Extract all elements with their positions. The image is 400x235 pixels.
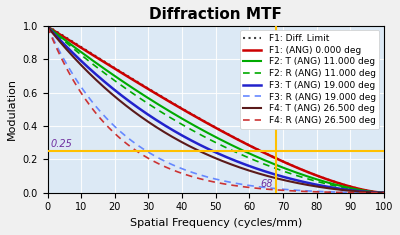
F4: R (ANG) 26.500 deg: (100, 0): R (ANG) 26.500 deg: (100, 0): [382, 191, 386, 194]
F1: (ANG) 0.000 deg: (48.1, 0.41): (ANG) 0.000 deg: (48.1, 0.41): [207, 123, 212, 126]
F2: T (ANG) 11.000 deg: (54.1, 0.292): T (ANG) 11.000 deg: (54.1, 0.292): [227, 143, 232, 145]
F3: T (ANG) 19.000 deg: (59.5, 0.164): T (ANG) 19.000 deg: (59.5, 0.164): [245, 164, 250, 167]
F1: Diff. Limit: (97.6, 0.00446): Diff. Limit: (97.6, 0.00446): [373, 191, 378, 193]
F2: R (ANG) 11.000 deg: (54.1, 0.261): R (ANG) 11.000 deg: (54.1, 0.261): [227, 148, 232, 151]
F2: T (ANG) 11.000 deg: (48.1, 0.354): T (ANG) 11.000 deg: (48.1, 0.354): [207, 132, 212, 135]
F4: R (ANG) 26.500 deg: (48.1, 0.0707): R (ANG) 26.500 deg: (48.1, 0.0707): [207, 180, 212, 182]
F1: Diff. Limit: (59.5, 0.29): Diff. Limit: (59.5, 0.29): [245, 143, 250, 146]
F1: Diff. Limit: (48.1, 0.412): Diff. Limit: (48.1, 0.412): [207, 123, 212, 125]
F2: T (ANG) 11.000 deg: (97.6, 0.00328): T (ANG) 11.000 deg: (97.6, 0.00328): [373, 191, 378, 194]
F1: Diff. Limit: (0, 1): Diff. Limit: (0, 1): [45, 24, 50, 27]
Line: F4: T (ANG) 26.500 deg: F4: T (ANG) 26.500 deg: [48, 27, 384, 193]
F2: T (ANG) 11.000 deg: (0, 0.995): T (ANG) 11.000 deg: (0, 0.995): [45, 25, 50, 28]
F1: (ANG) 0.000 deg: (82, 0.089): (ANG) 0.000 deg: (82, 0.089): [321, 176, 326, 179]
F4: R (ANG) 26.500 deg: (47.5, 0.0734): R (ANG) 26.500 deg: (47.5, 0.0734): [205, 179, 210, 182]
F2: R (ANG) 11.000 deg: (97.6, 0.00267): R (ANG) 11.000 deg: (97.6, 0.00267): [373, 191, 378, 194]
F2: R (ANG) 11.000 deg: (100, 0): R (ANG) 11.000 deg: (100, 0): [382, 191, 386, 194]
Line: F1: Diff. Limit: F1: Diff. Limit: [48, 26, 384, 193]
F3: T (ANG) 19.000 deg: (97.6, 0.00175): T (ANG) 19.000 deg: (97.6, 0.00175): [373, 191, 378, 194]
Line: F2: R (ANG) 11.000 deg: F2: R (ANG) 11.000 deg: [48, 27, 384, 193]
F1: (ANG) 0.000 deg: (59.5, 0.288): (ANG) 0.000 deg: (59.5, 0.288): [245, 143, 250, 146]
F2: R (ANG) 11.000 deg: (0, 0.995): R (ANG) 11.000 deg: (0, 0.995): [45, 25, 50, 28]
F4: T (ANG) 26.500 deg: (59.5, 0.136): T (ANG) 26.500 deg: (59.5, 0.136): [245, 169, 250, 172]
F3: T (ANG) 19.000 deg: (54.1, 0.206): T (ANG) 19.000 deg: (54.1, 0.206): [227, 157, 232, 160]
X-axis label: Spatial Frequency (cycles/mm): Spatial Frequency (cycles/mm): [130, 218, 302, 228]
F4: R (ANG) 26.500 deg: (82, 0.00452): R (ANG) 26.500 deg: (82, 0.00452): [321, 191, 326, 193]
Line: F3: R (ANG) 19.000 deg: F3: R (ANG) 19.000 deg: [48, 27, 384, 193]
F3: R (ANG) 19.000 deg: (54.1, 0.0638): R (ANG) 19.000 deg: (54.1, 0.0638): [227, 181, 232, 184]
F1: Diff. Limit: (100, 0): Diff. Limit: (100, 0): [382, 191, 386, 194]
F3: R (ANG) 19.000 deg: (48.1, 0.0915): R (ANG) 19.000 deg: (48.1, 0.0915): [207, 176, 212, 179]
F3: R (ANG) 19.000 deg: (100, 0): R (ANG) 19.000 deg: (100, 0): [382, 191, 386, 194]
F2: R (ANG) 11.000 deg: (48.1, 0.32): R (ANG) 11.000 deg: (48.1, 0.32): [207, 138, 212, 141]
F2: T (ANG) 11.000 deg: (59.5, 0.24): T (ANG) 11.000 deg: (59.5, 0.24): [245, 151, 250, 154]
F4: R (ANG) 26.500 deg: (97.6, 0.000129): R (ANG) 26.500 deg: (97.6, 0.000129): [373, 191, 378, 194]
F4: T (ANG) 26.500 deg: (82, 0.0316): T (ANG) 26.500 deg: (82, 0.0316): [321, 186, 326, 189]
F1: Diff. Limit: (47.5, 0.419): Diff. Limit: (47.5, 0.419): [205, 121, 210, 124]
F1: Diff. Limit: (82, 0.0894): Diff. Limit: (82, 0.0894): [321, 176, 326, 179]
F3: T (ANG) 19.000 deg: (47.5, 0.265): T (ANG) 19.000 deg: (47.5, 0.265): [205, 147, 210, 150]
F4: T (ANG) 26.500 deg: (100, 0): T (ANG) 26.500 deg: (100, 0): [382, 191, 386, 194]
F4: R (ANG) 26.500 deg: (54.1, 0.0478): R (ANG) 26.500 deg: (54.1, 0.0478): [227, 183, 232, 186]
F1: Diff. Limit: (54.1, 0.346): Diff. Limit: (54.1, 0.346): [227, 133, 232, 136]
Title: Diffraction MTF: Diffraction MTF: [149, 7, 282, 22]
F3: T (ANG) 19.000 deg: (82, 0.0408): T (ANG) 19.000 deg: (82, 0.0408): [321, 184, 326, 187]
F4: R (ANG) 26.500 deg: (0, 0.995): R (ANG) 26.500 deg: (0, 0.995): [45, 25, 50, 28]
Text: 0.25: 0.25: [51, 139, 73, 149]
F3: R (ANG) 19.000 deg: (97.6, 0.000214): R (ANG) 19.000 deg: (97.6, 0.000214): [373, 191, 378, 194]
F2: R (ANG) 11.000 deg: (47.5, 0.327): R (ANG) 11.000 deg: (47.5, 0.327): [205, 137, 210, 140]
F1: (ANG) 0.000 deg: (100, 0): (ANG) 0.000 deg: (100, 0): [382, 191, 386, 194]
F2: R (ANG) 11.000 deg: (82, 0.0582): R (ANG) 11.000 deg: (82, 0.0582): [321, 182, 326, 184]
F2: T (ANG) 11.000 deg: (100, 0): T (ANG) 11.000 deg: (100, 0): [382, 191, 386, 194]
Text: 68: 68: [260, 180, 273, 189]
Y-axis label: Modulation: Modulation: [7, 78, 17, 140]
Legend: F1: Diff. Limit, F1: (ANG) 0.000 deg, F2: T (ANG) 11.000 deg, F2: R (ANG) 11.000: F1: Diff. Limit, F1: (ANG) 0.000 deg, F2…: [240, 30, 379, 129]
F2: T (ANG) 11.000 deg: (47.5, 0.36): T (ANG) 11.000 deg: (47.5, 0.36): [205, 131, 210, 134]
F3: R (ANG) 19.000 deg: (59.5, 0.0451): R (ANG) 19.000 deg: (59.5, 0.0451): [245, 184, 250, 187]
F1: (ANG) 0.000 deg: (97.6, 0.00444): (ANG) 0.000 deg: (97.6, 0.00444): [373, 191, 378, 193]
F4: T (ANG) 26.500 deg: (97.6, 0.0013): T (ANG) 26.500 deg: (97.6, 0.0013): [373, 191, 378, 194]
F3: R (ANG) 19.000 deg: (47.5, 0.0947): R (ANG) 19.000 deg: (47.5, 0.0947): [205, 176, 210, 178]
F4: T (ANG) 26.500 deg: (54.1, 0.174): T (ANG) 26.500 deg: (54.1, 0.174): [227, 162, 232, 165]
F1: (ANG) 0.000 deg: (54.1, 0.345): (ANG) 0.000 deg: (54.1, 0.345): [227, 134, 232, 137]
F3: T (ANG) 19.000 deg: (48.1, 0.26): T (ANG) 19.000 deg: (48.1, 0.26): [207, 148, 212, 151]
F3: R (ANG) 19.000 deg: (0, 0.995): R (ANG) 19.000 deg: (0, 0.995): [45, 25, 50, 28]
F2: T (ANG) 11.000 deg: (82, 0.0691): T (ANG) 11.000 deg: (82, 0.0691): [321, 180, 326, 183]
F3: T (ANG) 19.000 deg: (0, 0.995): T (ANG) 19.000 deg: (0, 0.995): [45, 25, 50, 28]
F1: (ANG) 0.000 deg: (47.5, 0.417): (ANG) 0.000 deg: (47.5, 0.417): [205, 122, 210, 125]
F4: T (ANG) 26.500 deg: (47.5, 0.228): T (ANG) 26.500 deg: (47.5, 0.228): [205, 153, 210, 156]
F1: (ANG) 0.000 deg: (0, 0.995): (ANG) 0.000 deg: (0, 0.995): [45, 25, 50, 28]
F3: T (ANG) 19.000 deg: (100, 0): T (ANG) 19.000 deg: (100, 0): [382, 191, 386, 194]
F4: T (ANG) 26.500 deg: (48.1, 0.223): T (ANG) 26.500 deg: (48.1, 0.223): [207, 154, 212, 157]
Line: F1: (ANG) 0.000 deg: F1: (ANG) 0.000 deg: [48, 27, 384, 193]
F4: R (ANG) 26.500 deg: (59.5, 0.0329): R (ANG) 26.500 deg: (59.5, 0.0329): [245, 186, 250, 189]
F2: R (ANG) 11.000 deg: (59.5, 0.212): R (ANG) 11.000 deg: (59.5, 0.212): [245, 156, 250, 159]
Line: F2: T (ANG) 11.000 deg: F2: T (ANG) 11.000 deg: [48, 27, 384, 193]
F3: R (ANG) 19.000 deg: (82, 0.00696): R (ANG) 19.000 deg: (82, 0.00696): [321, 190, 326, 193]
F4: T (ANG) 26.500 deg: (0, 0.995): T (ANG) 26.500 deg: (0, 0.995): [45, 25, 50, 28]
Line: F4: R (ANG) 26.500 deg: F4: R (ANG) 26.500 deg: [48, 27, 384, 193]
Line: F3: T (ANG) 19.000 deg: F3: T (ANG) 19.000 deg: [48, 27, 384, 193]
